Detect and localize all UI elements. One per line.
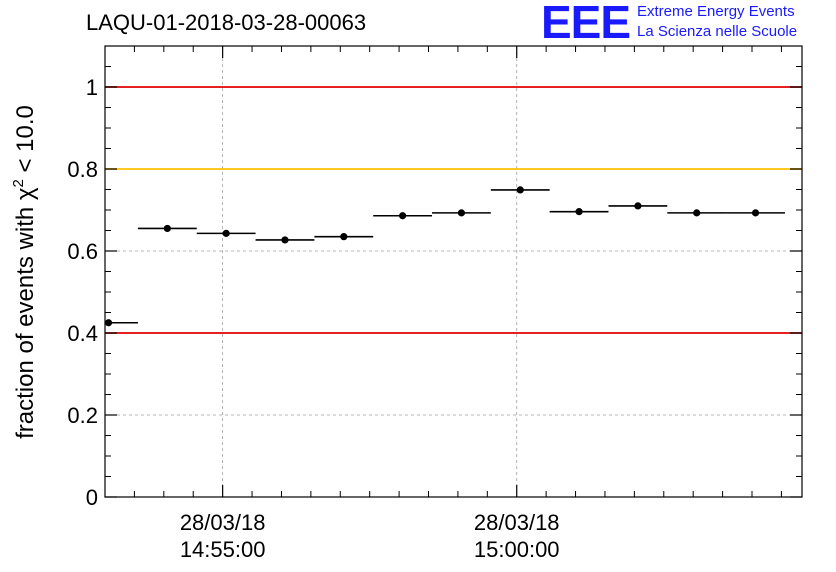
data-point [222,229,230,237]
chart-title: LAQU-01-2018-03-28-00063 [86,10,367,35]
x-tick-label-date: 28/03/18 [180,510,266,535]
data-point [751,209,760,217]
axis-layer: 00.20.40.60.8128/03/1814:55:0028/03/1815… [67,46,802,562]
data-point [104,319,113,327]
y-tick-label: 1 [86,75,98,100]
data-point [163,224,171,233]
y-tick-label: 0.6 [67,239,98,264]
grid-layer [105,46,802,497]
plot-frame [104,45,803,498]
data-point [634,202,642,210]
logo-line-1: Extreme Energy Events [637,3,795,20]
y-tick-label: 0.2 [67,403,98,428]
y-tick-label: 0.8 [67,157,98,182]
y-axis-label-main: fraction of events with χ [12,187,39,439]
data-point [693,209,701,217]
data-point [516,186,524,194]
y-axis-label-sup: 2 [10,179,27,187]
logo-mark: EEE [541,0,631,48]
data-point [575,208,583,216]
data-layer [104,186,785,327]
x-tick-label-time: 14:55:00 [180,537,266,562]
y-axis-label: fraction of events with χ2 < 10.0 [10,105,39,439]
data-point [457,209,466,217]
reference-lines [105,86,802,334]
data-point [281,236,289,244]
logo-line-2: La Scienza nelle Scuole [637,23,798,40]
data-point [340,233,348,241]
y-tick-label: 0.4 [67,321,98,346]
x-tick-label-time: 15:00:00 [474,537,560,562]
y-axis-label-tail: < 10.0 [12,105,39,179]
data-point [399,212,407,220]
eee-logo: EEE Extreme Energy Events La Scienza nel… [541,0,831,48]
y-tick-label: 0 [86,485,98,510]
x-tick-label-date: 28/03/18 [474,510,560,535]
